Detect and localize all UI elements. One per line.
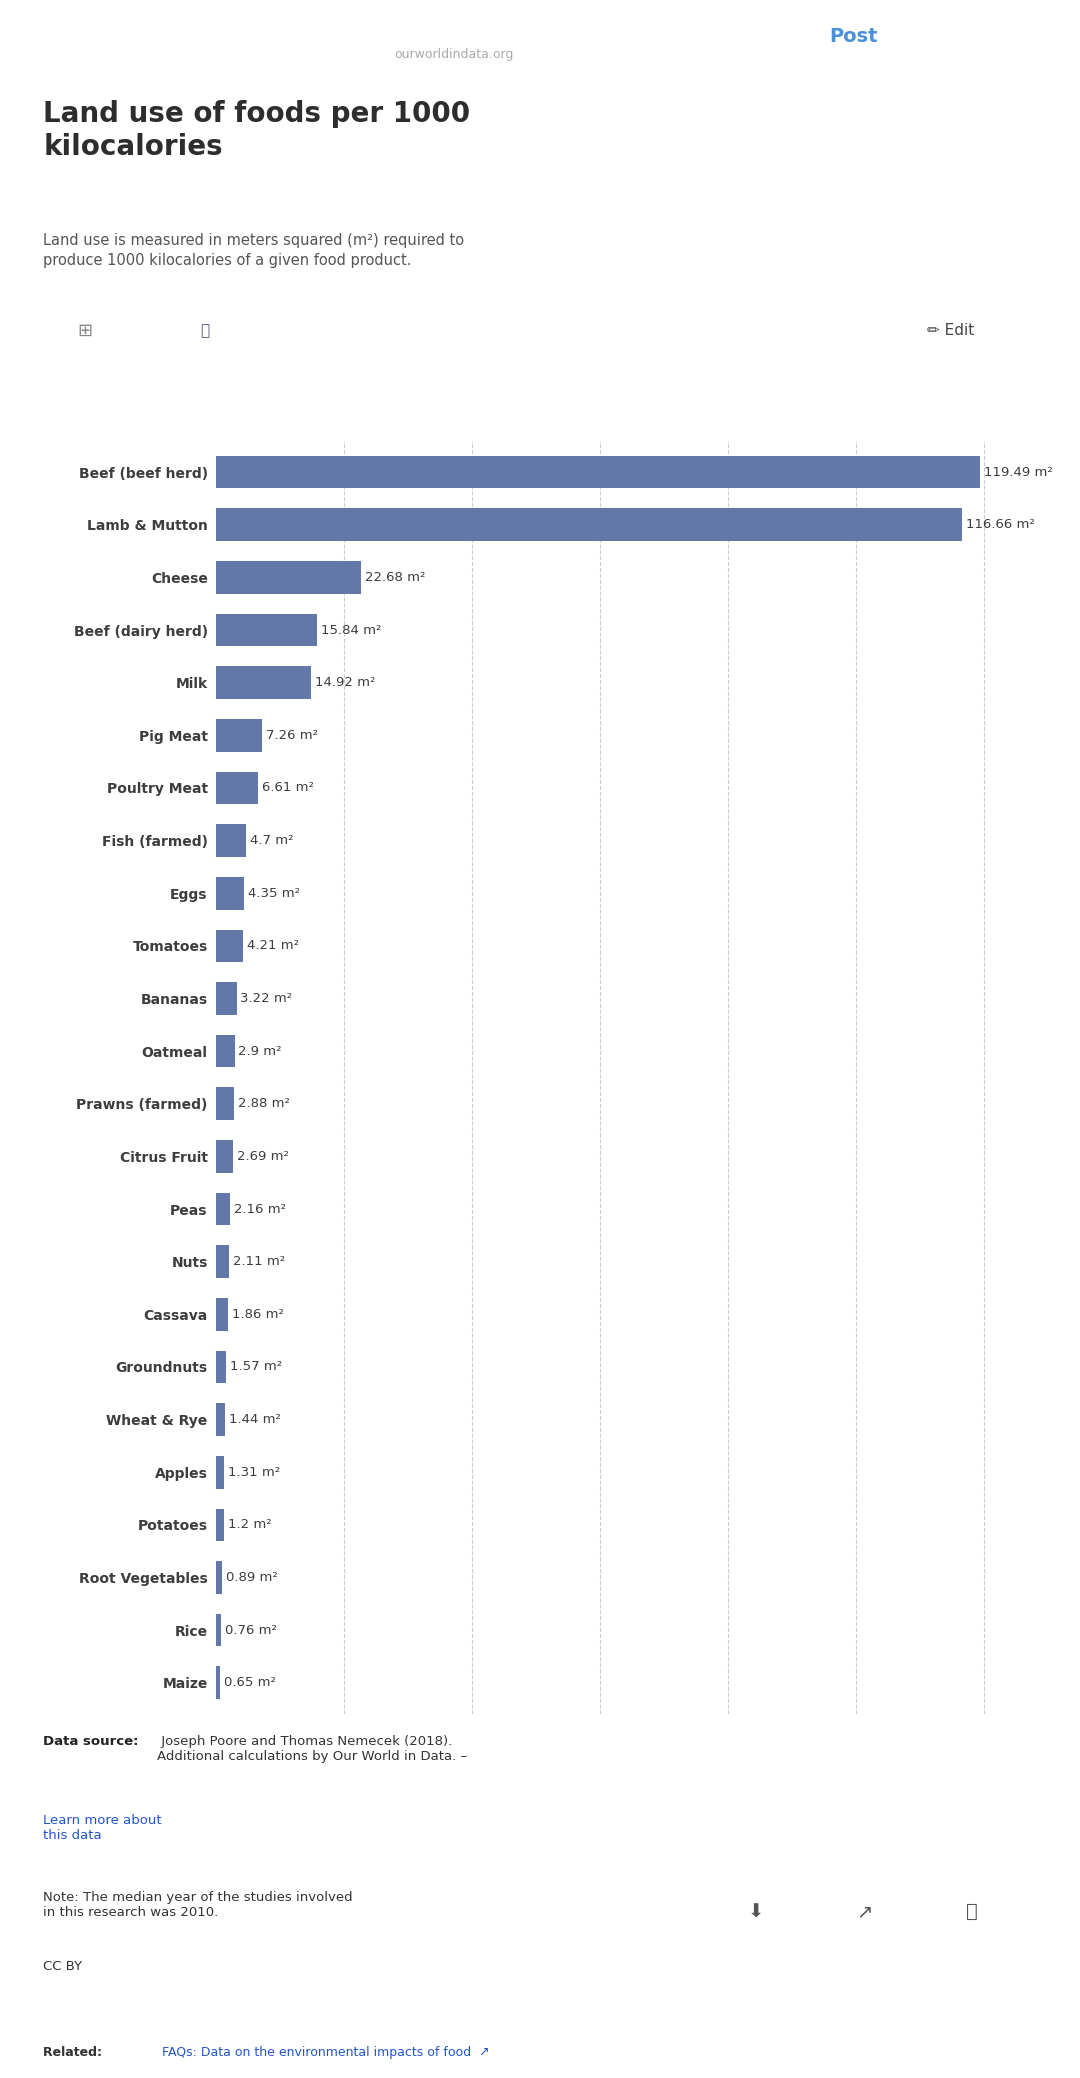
Text: 2.9 m²: 2.9 m² (239, 1045, 282, 1058)
Text: ✕: ✕ (35, 27, 52, 46)
Text: CC BY: CC BY (43, 1960, 82, 1972)
Bar (216, 1561, 221, 1594)
Text: 14.92 m²: 14.92 m² (315, 675, 376, 690)
Text: 6.61 m²: 6.61 m² (262, 781, 314, 794)
Text: Land use is measured in meters squared (m²) required to
produce 1000 kilocalorie: Land use is measured in meters squared (… (43, 233, 464, 268)
Bar (216, 455, 981, 488)
Bar (216, 1457, 225, 1488)
Bar (216, 1351, 226, 1384)
Bar (216, 929, 243, 962)
Text: 1.31 m²: 1.31 m² (228, 1465, 281, 1480)
Text: ↗: ↗ (855, 1901, 873, 1922)
Bar (216, 1245, 229, 1278)
Bar (216, 561, 361, 594)
Bar (216, 1299, 228, 1330)
Bar (216, 1087, 234, 1120)
Text: Joseph Poore and Thomas Nemecek (2018).
Additional calculations by Our World in : Joseph Poore and Thomas Nemecek (2018). … (157, 1735, 471, 1762)
Text: 119.49 m²: 119.49 m² (984, 465, 1053, 478)
Text: Post: Post (829, 27, 877, 46)
Bar (216, 1509, 224, 1542)
Text: 1.86 m²: 1.86 m² (232, 1307, 284, 1322)
Text: 1.57 m²: 1.57 m² (230, 1361, 282, 1374)
Text: 2.16 m²: 2.16 m² (233, 1203, 285, 1216)
Bar (216, 1141, 233, 1172)
Text: ⋮: ⋮ (1015, 27, 1037, 46)
Text: Land use of foods per 1000
kilocalories: Land use of foods per 1000 kilocalories (43, 100, 470, 162)
Bar (216, 1403, 226, 1436)
Bar (216, 1035, 234, 1068)
Text: ⬇: ⬇ (747, 1901, 765, 1922)
Text: ⊙—
—⊙: ⊙— —⊙ (110, 25, 127, 48)
Text: ourworldindata.org: ourworldindata.org (394, 48, 513, 60)
Text: 3.22 m²: 3.22 m² (241, 991, 293, 1006)
Text: 0.89 m²: 0.89 m² (226, 1571, 278, 1583)
Text: Our World: Our World (892, 129, 971, 143)
Text: 116.66 m²: 116.66 m² (967, 517, 1035, 532)
Text: 2.69 m²: 2.69 m² (237, 1149, 289, 1164)
Bar (216, 877, 244, 910)
Bar (216, 509, 962, 540)
Text: Note: The median year of the studies involved
in this research was 2010.: Note: The median year of the studies inv… (43, 1891, 353, 1918)
Text: ⛶: ⛶ (967, 1901, 977, 1922)
Text: Data source:: Data source: (43, 1735, 138, 1748)
Bar (216, 667, 311, 698)
Text: Related:: Related: (43, 2045, 107, 2059)
Text: 4.21 m²: 4.21 m² (246, 939, 299, 952)
Text: ✏ Edit: ✏ Edit (927, 322, 974, 339)
Text: 1.44 m²: 1.44 m² (229, 1413, 281, 1426)
Text: 22.68 m²: 22.68 m² (365, 571, 426, 584)
Text: 📊: 📊 (201, 322, 210, 339)
Text: in Data: in Data (903, 175, 960, 189)
Text: 0.65 m²: 0.65 m² (224, 1677, 275, 1689)
Text: 15.84 m²: 15.84 m² (321, 623, 381, 636)
Text: 7.26 m²: 7.26 m² (267, 729, 319, 742)
Text: 4.35 m²: 4.35 m² (247, 887, 299, 900)
Bar (216, 983, 237, 1014)
Bar (216, 771, 258, 804)
Text: 2.11 m²: 2.11 m² (233, 1255, 285, 1268)
Text: 2.88 m²: 2.88 m² (239, 1097, 291, 1110)
Bar (216, 1193, 230, 1226)
Text: Learn more about
this data: Learn more about this data (43, 1814, 162, 1841)
Bar (216, 719, 262, 752)
Bar (216, 1615, 221, 1646)
Bar (216, 1667, 220, 1700)
Text: Land use of foods per 1...: Land use of foods per 1... (345, 19, 563, 33)
Bar (216, 825, 246, 856)
Bar (216, 613, 318, 646)
Text: FAQs: Data on the environmental impacts of food  ↗: FAQs: Data on the environmental impacts … (162, 2045, 489, 2059)
Text: 0.76 m²: 0.76 m² (225, 1623, 276, 1637)
Text: 4.7 m²: 4.7 m² (249, 833, 294, 848)
Text: 1.2 m²: 1.2 m² (228, 1519, 271, 1531)
Text: ⊞: ⊞ (77, 322, 92, 339)
